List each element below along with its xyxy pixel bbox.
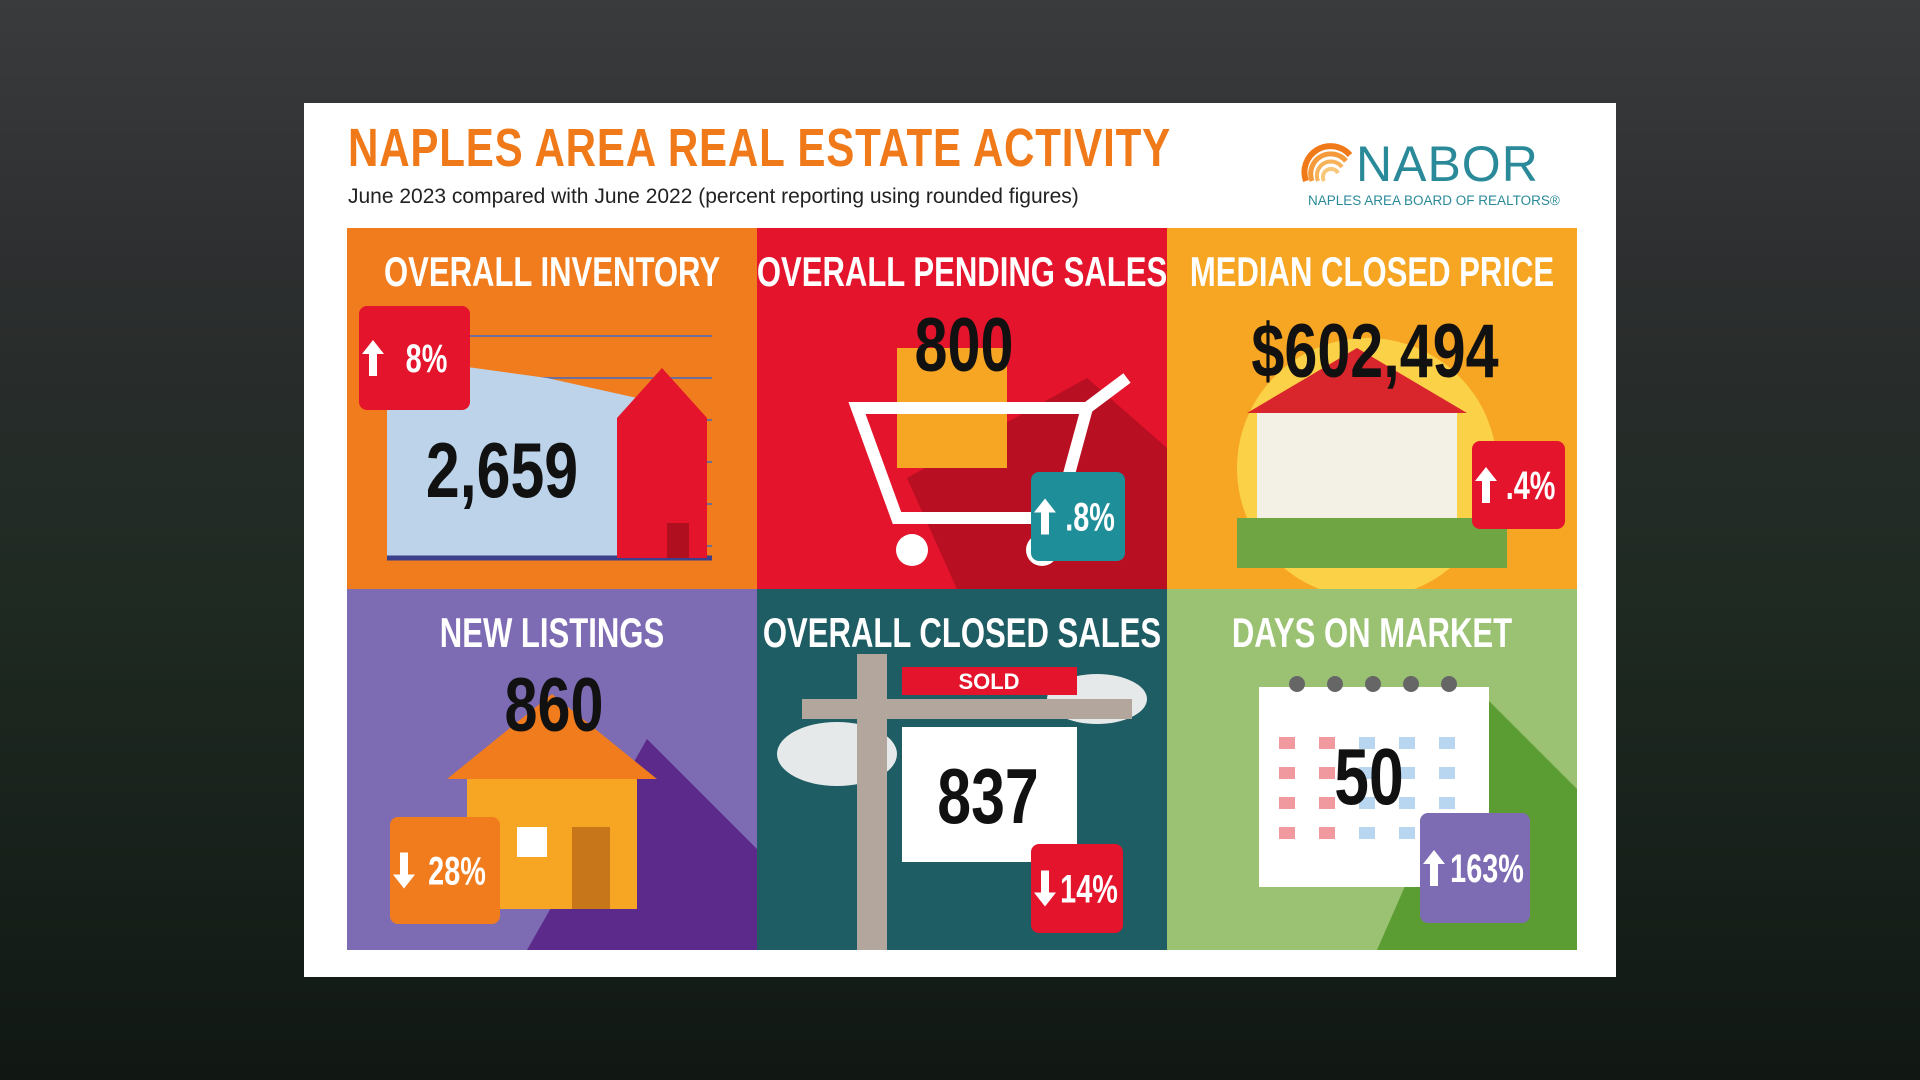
day (1359, 737, 1375, 749)
logo-tagline: NAPLES AREA BOARD OF REALTORS® (1308, 193, 1560, 208)
title: NAPLES AREA REAL ESTATE ACTIVITY (348, 118, 1171, 178)
change-badge: 163% (1420, 813, 1530, 923)
day (1319, 827, 1335, 839)
day (1399, 767, 1415, 779)
tile: OVERALL INVENTORY 2,659 8% (347, 228, 757, 589)
change-value: 8% (406, 336, 448, 381)
day (1319, 767, 1335, 779)
tile-title: NEW LISTINGS (440, 609, 664, 656)
ring (1327, 676, 1343, 692)
roof (1247, 348, 1467, 413)
tile-value: 860 (505, 663, 604, 748)
arrow-down (393, 852, 415, 889)
change-badge: 28% (390, 817, 500, 924)
day (1359, 827, 1375, 839)
sold-label: SOLD (958, 669, 1019, 694)
tile: DAYS ON MARKET 50 163% (1167, 589, 1577, 950)
logo-icon (1301, 143, 1353, 183)
badge-box (1420, 813, 1530, 923)
tile-title: OVERALL CLOSED SALES (763, 609, 1161, 656)
tile: MEDIAN CLOSED PRICE $602,494 .4% (1167, 228, 1577, 598)
window (517, 827, 547, 857)
tile-value: $602,494 (1251, 309, 1498, 394)
tile-value: 2,659 (426, 427, 578, 514)
subtitle: June 2023 compared with June 2022 (perce… (348, 185, 1079, 208)
day (1279, 827, 1295, 839)
money (1237, 518, 1507, 568)
day (1439, 737, 1455, 749)
infographic-card: NAPLES AREA REAL ESTATE ACTIVITY June 20… (304, 103, 1616, 977)
ring (1441, 676, 1457, 692)
ring (1403, 676, 1419, 692)
cart-handle (1083, 373, 1131, 413)
door (572, 827, 610, 909)
badge-box (390, 817, 500, 924)
tile-value: 50 (1334, 733, 1403, 822)
day (1279, 767, 1295, 779)
badge-box (1031, 472, 1125, 561)
badge-box (1031, 844, 1123, 933)
ring (1365, 676, 1381, 692)
arrow-up (1034, 498, 1056, 535)
tile-title: OVERALL PENDING SALES (757, 248, 1167, 295)
post (857, 654, 887, 950)
change-value: 14% (1060, 867, 1118, 912)
beam (802, 699, 1132, 719)
tile-title: OVERALL INVENTORY (384, 248, 720, 295)
change-badge: .8% (1031, 472, 1125, 561)
tile: SOLD OVERALL CLOSED SALES 837 14% (757, 589, 1167, 950)
day (1319, 737, 1335, 749)
ring (1289, 676, 1305, 692)
change-value: 163% (1450, 846, 1524, 891)
house (1257, 408, 1457, 538)
arrow-up (1475, 467, 1497, 503)
house (617, 368, 707, 558)
day (1359, 797, 1375, 809)
door (667, 523, 689, 558)
day (1399, 797, 1415, 809)
sold-band (902, 667, 1077, 695)
change-value: .4% (1506, 463, 1556, 508)
day (1399, 737, 1415, 749)
sign-board (902, 727, 1077, 862)
logo-name: NABOR (1356, 136, 1539, 192)
arrow-up (362, 340, 384, 376)
roof (447, 694, 657, 779)
wheel (896, 534, 928, 566)
change-badge: 14% (1031, 844, 1123, 933)
day (1319, 797, 1335, 809)
day (1279, 797, 1295, 809)
day (1439, 797, 1455, 809)
tile: OVERALL PENDING SALES 800 .8% (757, 228, 1167, 589)
change-badge: 8% (359, 306, 470, 410)
tile-title: DAYS ON MARKET (1232, 609, 1513, 656)
tile-title: MEDIAN CLOSED PRICE (1190, 248, 1554, 295)
tile-value: 837 (937, 753, 1039, 840)
change-value: .8% (1065, 495, 1115, 540)
badge-box (1472, 441, 1565, 529)
arrow-down (1034, 870, 1056, 907)
day (1439, 767, 1455, 779)
badge-box (359, 306, 470, 410)
day (1279, 737, 1295, 749)
change-badge: .4% (1472, 441, 1565, 529)
day (1399, 827, 1415, 839)
tiles-grid: OVERALL INVENTORY 2,659 8% OVERALL PENDING … (347, 228, 1577, 950)
tile-value: 800 (915, 303, 1014, 388)
day (1359, 767, 1375, 779)
tile: NEW LISTINGS 860 28% (347, 589, 757, 950)
change-value: 28% (428, 849, 486, 894)
arrow-up (1423, 850, 1445, 886)
